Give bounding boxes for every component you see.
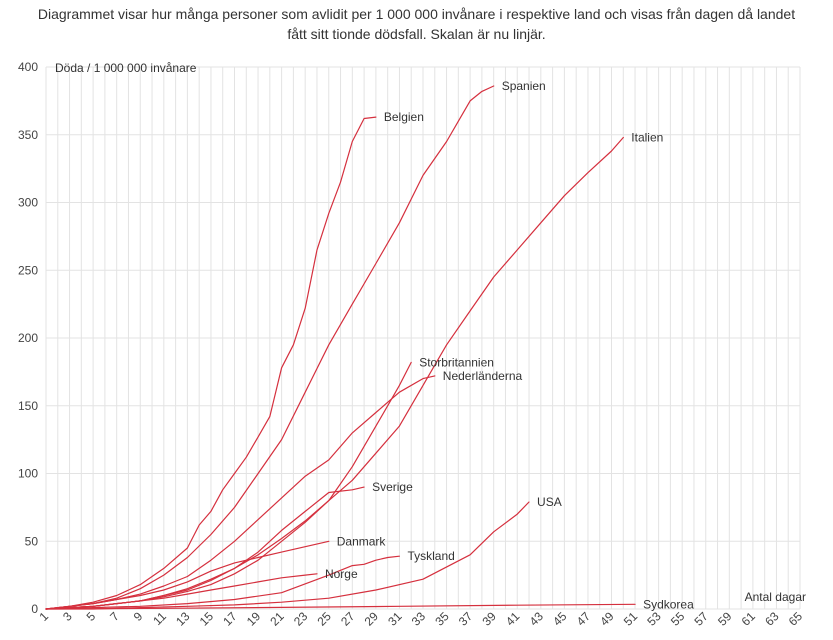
y-tick-label: 50: [25, 534, 39, 548]
subtitle-line-1: Diagrammet visar hur många personer som …: [37, 6, 796, 22]
x-tick-label: 37: [456, 609, 476, 629]
x-tick-label: 21: [267, 609, 287, 629]
series-line-tyskland: [45, 555, 400, 610]
x-tick-label: 17: [220, 609, 240, 629]
series-line-norge: [45, 573, 318, 610]
series-line-usa: [45, 501, 530, 610]
x-tick-label: 53: [644, 609, 664, 629]
x-tick-label: 51: [621, 609, 641, 629]
series-label-belgien: Belgien: [384, 110, 424, 124]
series-label-usa: USA: [537, 495, 562, 509]
chart-subtitle: Diagrammet visar hur många personer som …: [0, 4, 833, 44]
x-tick-label: 19: [244, 609, 264, 629]
y-tick-label: 100: [18, 467, 38, 481]
series-lines: [45, 85, 636, 610]
x-tick-label: 33: [409, 609, 429, 629]
x-tick-label: 49: [597, 609, 617, 629]
series-label-nederländerna: Nederländerna: [443, 369, 523, 383]
x-tick-label: 27: [338, 609, 358, 629]
x-tick-label: 61: [739, 609, 759, 629]
x-tick-label: 31: [385, 609, 405, 629]
y-axis-label: Döda / 1 000 000 invånare: [55, 61, 197, 75]
gridlines: [45, 66, 801, 610]
x-tick-label: 43: [527, 609, 547, 629]
x-tick-label: 41: [503, 609, 523, 629]
y-tick-label: 350: [18, 128, 38, 142]
x-tick-label: 63: [762, 609, 782, 629]
y-tick-label: 150: [18, 399, 38, 413]
x-tick-label: 9: [131, 609, 146, 624]
x-tick-label: 59: [715, 609, 735, 629]
x-tick-label: 11: [150, 609, 169, 628]
x-tick-label: 25: [315, 609, 335, 629]
x-tick-label: 57: [692, 609, 712, 629]
series-label-norge: Norge: [325, 567, 358, 581]
x-tick-label: 1: [36, 609, 51, 624]
x-tick-label: 29: [362, 609, 382, 629]
x-tick-label: 65: [786, 609, 806, 629]
x-tick-label: 7: [107, 609, 122, 624]
y-tick-label: 0: [31, 602, 38, 616]
series-label-sydkorea: Sydkorea: [643, 597, 694, 611]
x-axis-label: Antal dagar: [745, 590, 806, 604]
series-label-tyskland: Tyskland: [407, 549, 454, 563]
x-tick-label: 35: [432, 609, 452, 629]
x-tick-label: 23: [291, 609, 311, 629]
series-label-storbritannien: Storbritannien: [419, 355, 494, 369]
series-label-italien: Italien: [631, 130, 663, 144]
y-tick-label: 200: [18, 331, 38, 345]
x-tick-label: 13: [173, 609, 193, 629]
series-line-italien: [45, 136, 624, 610]
x-tick-label: 5: [84, 609, 99, 624]
x-tick-label: 55: [668, 609, 688, 629]
y-axis-ticks: 0 50 100 150 200 250 300 350 400: [18, 60, 38, 616]
series-line-sydkorea: [45, 603, 636, 610]
subtitle-line-2: fått sitt tionde dödsfall. Skalan är nu …: [287, 26, 546, 42]
series-line-belgien: [45, 116, 377, 610]
y-tick-label: 300: [18, 196, 38, 210]
series-line-danmark: [45, 540, 330, 610]
x-tick-label: 47: [574, 609, 594, 629]
y-tick-label: 250: [18, 263, 38, 277]
x-tick-label: 39: [479, 609, 499, 629]
series-line-spanien: [45, 85, 495, 610]
series-labels: Spanien Belgien Italien StorbritannienNeder…: [325, 79, 694, 611]
x-tick-label: 3: [60, 609, 75, 624]
x-tick-label: 45: [550, 609, 570, 629]
series-label-sverige: Sverige: [372, 480, 413, 494]
y-tick-label: 400: [18, 60, 38, 74]
x-tick-label: 15: [197, 609, 217, 629]
series-label-danmark: Danmark: [337, 534, 387, 548]
x-axis-ticks: 1 3 5 7 9 11 13 15 17 19 21 23 25 27 29 31 33 35 37 39 41 43 4…: [36, 609, 805, 629]
series-label-spanien: Spanien: [502, 79, 546, 93]
